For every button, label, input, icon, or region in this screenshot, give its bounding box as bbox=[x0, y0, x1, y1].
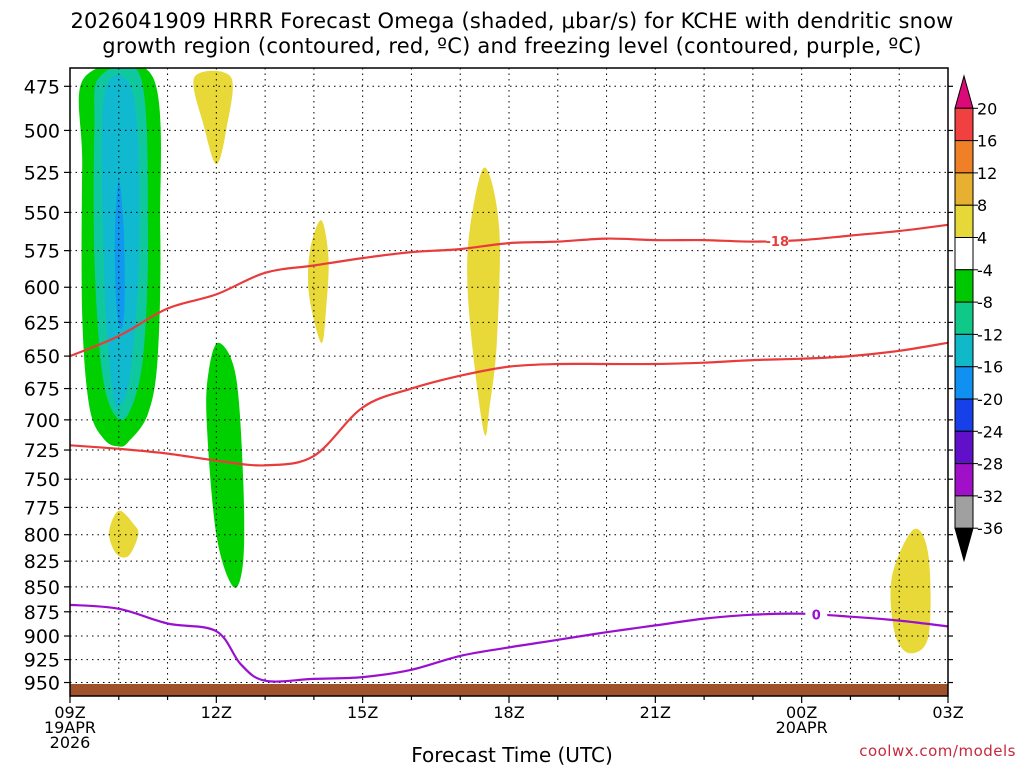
colorbar-label: -16 bbox=[977, 358, 1003, 377]
y-tick-label: 900 bbox=[24, 626, 60, 648]
colorbar-box bbox=[954, 140, 974, 174]
colorbar-label: -8 bbox=[977, 293, 993, 312]
y-tick-label: 650 bbox=[24, 346, 60, 368]
y-tick-label: 575 bbox=[24, 241, 60, 263]
colorbar-box bbox=[954, 333, 974, 368]
y-tick-label: 850 bbox=[24, 577, 60, 599]
y-tick-label: 675 bbox=[24, 379, 60, 401]
y-tick-label: 825 bbox=[24, 551, 60, 573]
y-tick-label: 525 bbox=[24, 162, 60, 184]
omega-region-8 bbox=[108, 510, 139, 558]
colorbar-label: -4 bbox=[977, 261, 993, 280]
grid-lines bbox=[70, 68, 948, 696]
colorbar-label: -32 bbox=[977, 487, 1003, 506]
chart-title-line2: growth region (contoured, red, ºC) and f… bbox=[102, 34, 922, 58]
colorbar-box bbox=[954, 398, 974, 432]
colorbar-label: -36 bbox=[977, 519, 1003, 538]
x-axis-title: Forecast Time (UTC) bbox=[411, 743, 613, 767]
colorbar-box bbox=[954, 204, 974, 238]
x-tick-label: 00Z bbox=[786, 703, 817, 722]
omega-region-5 bbox=[193, 70, 233, 165]
colorbar-label: -12 bbox=[977, 325, 1003, 344]
colorbar-box bbox=[954, 366, 974, 400]
terrain-ground bbox=[70, 684, 948, 696]
chart-title-line1: 2026041909 HRRR Forecast Omega (shaded, … bbox=[70, 9, 954, 33]
x-tick-sublabel: 19APR bbox=[44, 718, 96, 737]
y-tick-label: 950 bbox=[24, 673, 60, 695]
y-tick-label: 725 bbox=[24, 440, 60, 462]
colorbar-label: 4 bbox=[977, 229, 987, 248]
colorbar: 20 16 12 8 4 -4 -8 -12 -16 -20 -24 -28 -32 -36 bbox=[954, 74, 1003, 563]
colorbar-box bbox=[954, 172, 974, 206]
colorbar-label: -24 bbox=[977, 422, 1003, 441]
y-tick-label: 500 bbox=[24, 120, 60, 142]
colorbar-label: -20 bbox=[977, 390, 1003, 409]
x-tick-sublabel: 20APR bbox=[776, 718, 828, 737]
y-tick-label: 475 bbox=[24, 76, 60, 98]
omega-region-3 bbox=[114, 180, 125, 330]
y-tick-label: 775 bbox=[24, 497, 60, 519]
contour-line-0 bbox=[70, 223, 948, 358]
contour-label: 0 bbox=[812, 609, 821, 624]
x-tick-sublabel: 2026 bbox=[50, 733, 91, 752]
x-tick-label: 15Z bbox=[347, 703, 378, 722]
y-axis: 475 500 525 550 575 600 625 650 675 700 725 750 775 8… bbox=[24, 76, 953, 695]
y-tick-label: 800 bbox=[24, 525, 60, 547]
x-tick-label: 12Z bbox=[201, 703, 232, 722]
x-tick-label: 09Z bbox=[54, 703, 85, 722]
colorbar-box bbox=[954, 301, 974, 335]
colorbar-box bbox=[954, 74, 974, 109]
y-tick-label: 875 bbox=[24, 602, 60, 624]
colorbar-label: -28 bbox=[977, 455, 1003, 474]
colorbar-box bbox=[954, 527, 974, 563]
contour-line-1 bbox=[70, 341, 948, 467]
colorbar-box bbox=[954, 463, 974, 497]
colorbar-box bbox=[954, 495, 974, 529]
contour-label-bg bbox=[805, 606, 828, 622]
y-tick-label: 925 bbox=[24, 650, 60, 672]
y-tick-label: 550 bbox=[24, 202, 60, 224]
y-tick-label: 600 bbox=[24, 277, 60, 299]
colorbar-label: 16 bbox=[977, 132, 997, 151]
contour-line-2 bbox=[70, 603, 948, 683]
y-tick-label: 750 bbox=[24, 469, 60, 491]
colorbar-box bbox=[954, 237, 974, 271]
x-tick-label: 21Z bbox=[640, 703, 671, 722]
colorbar-box bbox=[954, 107, 974, 142]
credit-link[interactable]: coolwx.com/models bbox=[859, 742, 1016, 760]
colorbar-label: 20 bbox=[977, 99, 997, 118]
y-tick-label: 700 bbox=[24, 410, 60, 432]
colorbar-label: 12 bbox=[977, 164, 997, 183]
y-tick-label: 625 bbox=[24, 312, 60, 334]
colorbar-box bbox=[954, 430, 974, 465]
colorbar-box bbox=[954, 269, 974, 303]
contour-label-bg bbox=[766, 232, 789, 248]
contour-lines: -18 0 bbox=[70, 223, 948, 683]
omega-region-4 bbox=[206, 342, 245, 588]
x-tick-label: 18Z bbox=[493, 703, 524, 722]
x-tick-label: 03Z bbox=[932, 703, 963, 722]
contour-label: -18 bbox=[766, 235, 790, 250]
colorbar-label: 8 bbox=[977, 196, 987, 215]
